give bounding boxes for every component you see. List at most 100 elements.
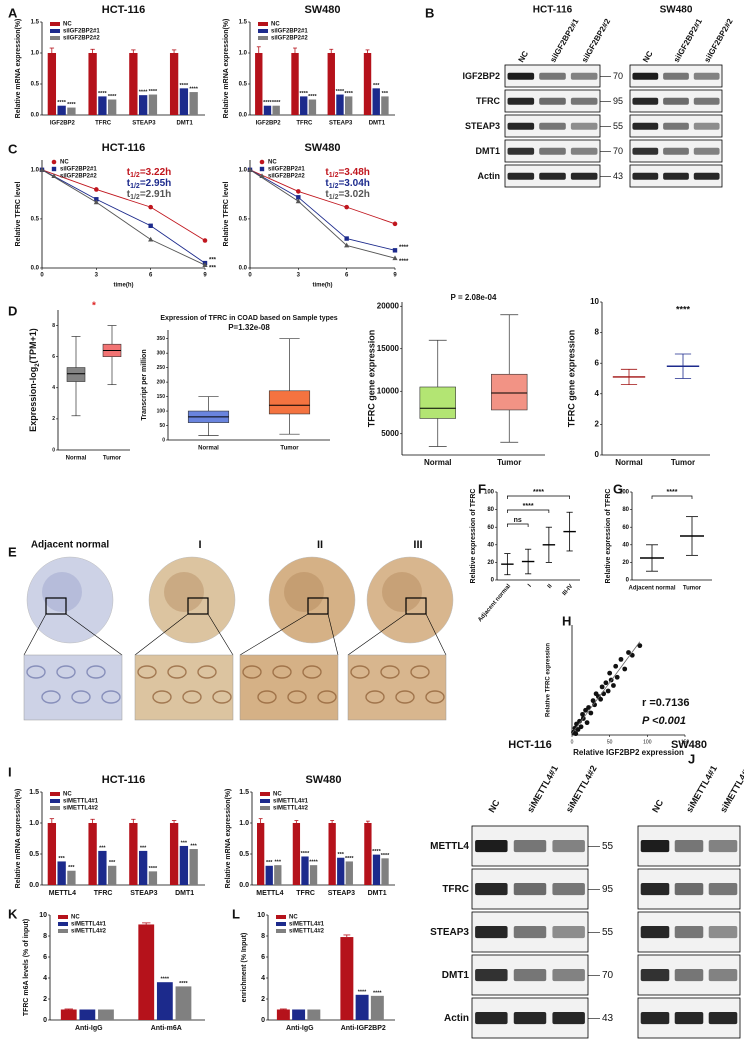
significance-label: **** [373, 990, 382, 996]
y-tick-label: 20 [487, 560, 494, 566]
band [674, 1012, 704, 1025]
y-tick-label: 8 [52, 323, 55, 329]
tissue-cell [410, 665, 430, 679]
band [513, 969, 547, 982]
panel-letter: I [8, 764, 12, 779]
bar [309, 865, 318, 885]
legend-label: siMETTL4#1 [289, 922, 325, 928]
bar [98, 850, 107, 885]
y-tick-label: 100 [619, 490, 630, 496]
protein-label: STEAP3 [465, 121, 500, 131]
x-tick-label: Anti-m6A [151, 1025, 182, 1032]
significance-label: **** [399, 259, 409, 265]
half-life-sub: 1/2 [329, 172, 339, 179]
band [475, 1012, 508, 1025]
bracket [507, 495, 570, 499]
band [663, 147, 689, 155]
protein-label: TFRC [442, 884, 469, 895]
band [539, 72, 566, 80]
y-tick-label: 4 [595, 389, 600, 398]
significance-label: **** [149, 866, 158, 872]
y-tick-label: 10 [257, 912, 265, 919]
protein-label: IGF2BP2 [462, 71, 500, 81]
tissue-cell [137, 665, 157, 679]
bracket [507, 509, 550, 513]
significance-label: **** [345, 856, 354, 862]
bar [129, 53, 138, 115]
legend-swatch [276, 929, 286, 933]
marker [148, 204, 153, 210]
marker [94, 197, 99, 202]
x-tick-label: TFRC [95, 121, 112, 127]
chart-title: HCT-116 [102, 142, 145, 154]
legend-swatch [260, 792, 270, 796]
significance-label: *** [140, 845, 147, 851]
point [590, 698, 596, 704]
ihc-label: II [317, 539, 323, 551]
bar [327, 53, 335, 115]
y-tick-label: 1.0 [239, 820, 249, 827]
point [613, 663, 619, 669]
y-axis-label: Relative TFRC level [223, 181, 230, 246]
x-tick-label: 9 [393, 273, 397, 279]
significance-label: **** [308, 94, 317, 100]
y-axis-label: TFRC m6A levels (% of input) [23, 919, 30, 1016]
ihc-label: I [198, 539, 201, 551]
y-axis-label: Relative mRNA expression(%) [225, 789, 232, 889]
line [249, 169, 396, 225]
band [552, 926, 585, 939]
bar [67, 107, 76, 115]
legend-label: siMETTL4#2 [71, 929, 107, 935]
bar [47, 823, 57, 885]
zoom-box [187, 597, 209, 615]
band [570, 172, 598, 180]
band [570, 147, 598, 155]
bar [345, 861, 353, 885]
zoom-image [347, 654, 447, 721]
significance-label: *** [209, 266, 217, 272]
bar [129, 823, 138, 885]
line [249, 169, 396, 251]
band [513, 1012, 547, 1025]
y-tick-label: 350 [157, 336, 166, 342]
significance-label: **** [180, 83, 189, 89]
tissue-cell [365, 690, 385, 704]
y-tick-label: 0.5 [29, 851, 39, 858]
tissue-cell [350, 665, 370, 679]
protein-label: STEAP3 [430, 927, 469, 938]
legend-swatch [260, 806, 270, 810]
half-life: t1/2=3.22h [127, 167, 172, 180]
bar [308, 99, 317, 115]
y-tick-label: 10000 [377, 386, 400, 395]
zoom-line [65, 613, 123, 656]
legend-swatch [260, 799, 270, 803]
y-tick-label: 200 [157, 379, 166, 385]
band [475, 926, 508, 939]
box [419, 386, 456, 419]
half-life-t: t [127, 167, 131, 178]
marker [259, 159, 265, 165]
marker [202, 238, 208, 243]
point [626, 650, 631, 655]
tissue-cell [425, 690, 445, 704]
kda-marker: 70 [602, 970, 614, 981]
band [708, 883, 738, 896]
line [41, 169, 206, 264]
zoom-line [134, 613, 189, 656]
marker [94, 187, 99, 192]
band [552, 969, 585, 982]
point [599, 684, 605, 690]
legend-label: NC [63, 22, 72, 28]
y-tick-label: 0 [491, 578, 495, 584]
protein-label: Actin [444, 1013, 469, 1024]
y-tick-label: 10 [39, 912, 47, 919]
x-axis-label: Relative IGF2BP2 expression [573, 748, 684, 757]
half-life-t: t [325, 178, 329, 189]
significance-label: **** [108, 94, 117, 100]
marker [259, 173, 265, 178]
band [507, 97, 535, 105]
y-tick-label: 80 [487, 507, 494, 513]
half-life-t: t [127, 178, 131, 189]
kda-marker: 43 [613, 171, 623, 181]
y-tick-label: 0.5 [239, 216, 248, 222]
